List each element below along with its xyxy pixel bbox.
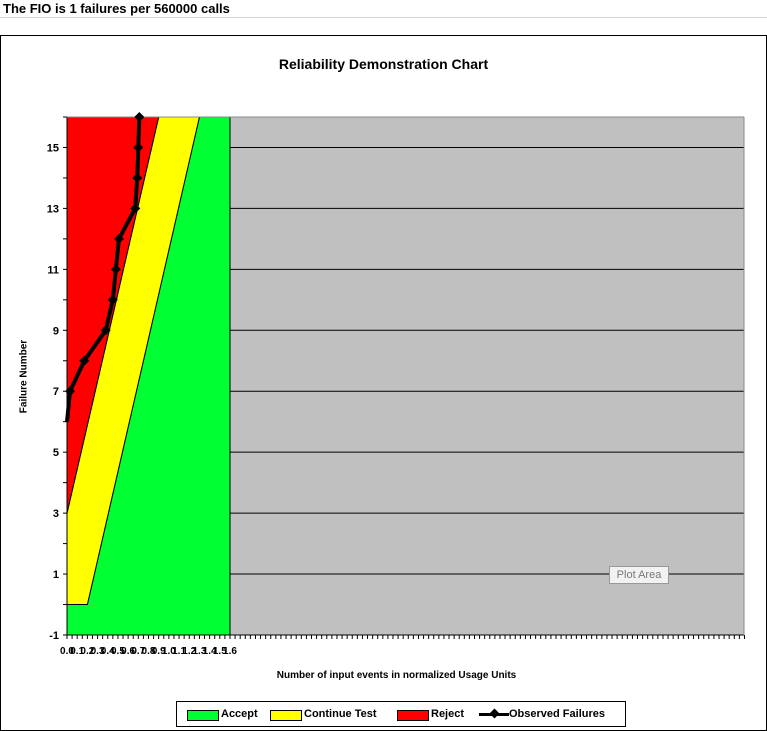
y-tick-label: 15 — [47, 142, 59, 154]
x-tick-label: 0.7 — [131, 646, 145, 657]
legend-label-observed: Observed Failures — [509, 708, 605, 720]
observed-failure-point — [107, 294, 118, 305]
x-tick-label: 0.3 — [91, 646, 105, 657]
x-tick-label: 1.3 — [192, 646, 206, 657]
observed-failure-point — [133, 142, 144, 153]
y-tick-label: -1 — [49, 630, 59, 642]
x-tick-label: 0.2 — [80, 646, 94, 657]
plot-area-tooltip: Plot Area — [609, 566, 669, 584]
x-tick-label: 1.0 — [162, 646, 176, 657]
x-tick-label: 0.9 — [152, 646, 166, 657]
x-axis-label[interactable]: Number of input events in normalized Usa… — [276, 670, 517, 681]
fio-header-cell[interactable]: The FIO is 1 failures per 560000 calls — [3, 1, 234, 16]
legend-label-continue: Continue Test — [304, 708, 377, 720]
y-tick-label: 13 — [47, 203, 59, 215]
x-tick-label: 0.8 — [142, 646, 156, 657]
observed-failure-point — [134, 112, 145, 122]
observed-failure-point — [113, 233, 124, 244]
y-tick-label: 1 — [53, 569, 59, 581]
x-tick-label: 0.0 — [60, 646, 74, 657]
observed-failure-point — [100, 325, 111, 336]
legend-diamond-icon — [489, 708, 500, 719]
observed-failure-point — [132, 172, 143, 183]
y-tick-label: 11 — [47, 264, 59, 276]
x-tick-label: 0.5 — [111, 646, 125, 657]
x-tick-label: 1.1 — [172, 646, 186, 657]
y-tick-label: 9 — [53, 325, 59, 337]
y-tick-label: 3 — [53, 508, 59, 520]
observed-failure-point — [79, 355, 90, 366]
observed-failure-point — [130, 203, 141, 214]
legend-marker-observed — [479, 708, 509, 722]
x-tick-label: 1.4 — [203, 646, 217, 657]
legend-label-accept: Accept — [221, 708, 258, 720]
legend-swatch-accept — [187, 710, 219, 721]
x-tick-label: 1.5 — [213, 646, 227, 657]
chart-title[interactable]: Reliability Demonstration Chart — [278, 56, 489, 72]
observed-failure-point — [65, 386, 76, 397]
x-tick-label: 0.4 — [101, 646, 115, 657]
legend-label-reject: Reject — [431, 708, 465, 720]
legend-swatch-reject — [397, 710, 429, 721]
legend-swatch-continue — [270, 710, 302, 721]
y-tick-label: 7 — [53, 386, 59, 398]
x-tick-label: 1.6 — [223, 646, 237, 657]
x-tick-label: 0.1 — [70, 646, 84, 657]
y-tick-label: 5 — [53, 447, 59, 459]
sheet-row-1 — [0, 0, 767, 18]
observed-failure-point — [110, 264, 121, 275]
x-tick-label: 0.6 — [121, 646, 135, 657]
x-tick-label: 1.2 — [182, 646, 196, 657]
legend[interactable]: Accept Continue Test Reject Observed Fai… — [176, 701, 626, 727]
